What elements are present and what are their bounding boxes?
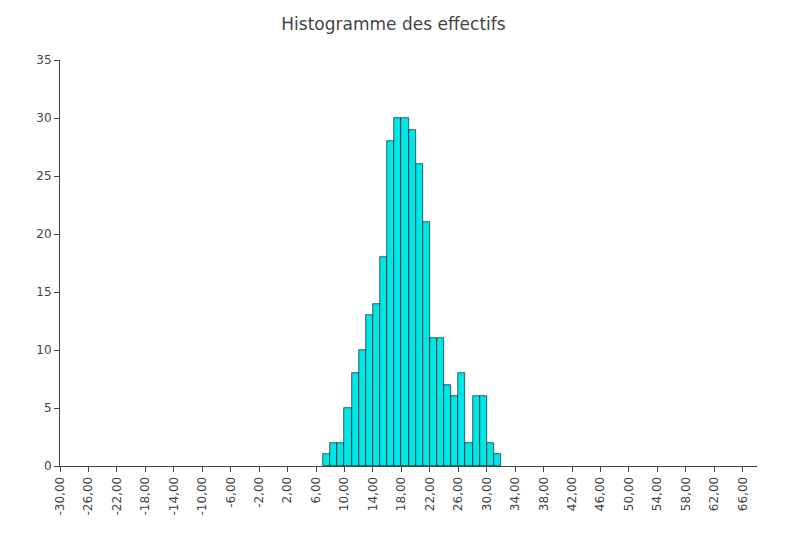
svg-text:35: 35 xyxy=(36,53,51,67)
svg-text:2,00: 2,00 xyxy=(280,477,294,504)
svg-text:-18,00: -18,00 xyxy=(138,477,152,516)
svg-text:58,00: 58,00 xyxy=(679,477,693,511)
svg-text:30: 30 xyxy=(36,111,51,125)
svg-text:54,00: 54,00 xyxy=(650,477,664,511)
svg-text:38,00: 38,00 xyxy=(537,477,551,511)
svg-text:62,00: 62,00 xyxy=(707,477,721,511)
svg-text:66,00: 66,00 xyxy=(736,477,750,511)
svg-text:-14,00: -14,00 xyxy=(167,477,181,516)
svg-text:26,00: 26,00 xyxy=(451,477,465,511)
svg-text:20: 20 xyxy=(36,227,51,241)
svg-text:Histogramme des effectifs: Histogramme des effectifs xyxy=(281,14,505,34)
svg-text:-26,00: -26,00 xyxy=(81,477,95,516)
svg-text:0: 0 xyxy=(44,459,52,473)
svg-text:30,00: 30,00 xyxy=(480,477,494,511)
svg-text:34,00: 34,00 xyxy=(508,477,522,511)
svg-text:46,00: 46,00 xyxy=(593,477,607,511)
svg-text:10: 10 xyxy=(36,343,51,357)
svg-text:-22,00: -22,00 xyxy=(110,477,124,516)
svg-text:10,00: 10,00 xyxy=(337,477,351,511)
svg-text:18,00: 18,00 xyxy=(394,477,408,511)
svg-text:-30,00: -30,00 xyxy=(53,477,67,516)
svg-text:15: 15 xyxy=(36,285,51,299)
svg-text:-10,00: -10,00 xyxy=(195,477,209,516)
svg-text:42,00: 42,00 xyxy=(565,477,579,511)
svg-text:22,00: 22,00 xyxy=(423,477,437,511)
svg-text:-6,00: -6,00 xyxy=(224,477,238,508)
svg-text:14,00: 14,00 xyxy=(366,477,380,511)
svg-text:6,00: 6,00 xyxy=(309,477,323,504)
svg-text:50,00: 50,00 xyxy=(622,477,636,511)
svg-text:-2,00: -2,00 xyxy=(252,477,266,508)
svg-text:5: 5 xyxy=(44,401,52,415)
svg-text:25: 25 xyxy=(36,169,51,183)
